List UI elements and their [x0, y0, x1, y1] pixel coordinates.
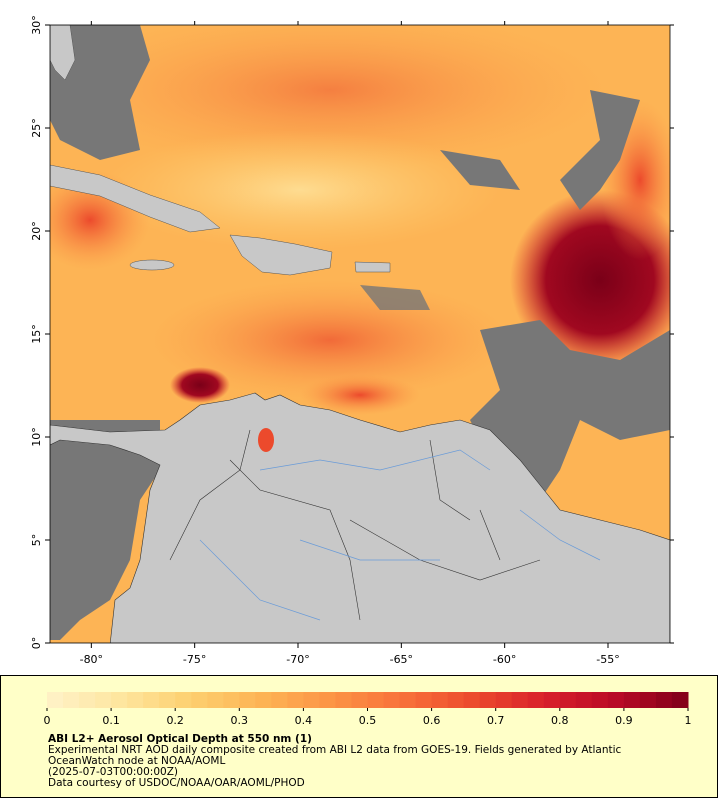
- x-tick-label: -55°: [596, 653, 619, 666]
- colorbar-bin: [655, 692, 673, 708]
- colorbar-bin: [639, 692, 657, 708]
- y-tick-label: 15°: [30, 324, 43, 344]
- y-tick-label: 25°: [30, 118, 43, 138]
- colorbar-tick-label: 0.9: [615, 714, 633, 727]
- colorbar-bin: [607, 692, 625, 708]
- colorbar-tick-label: 0.7: [487, 714, 505, 727]
- colorbar-tick-label: 0.4: [295, 714, 313, 727]
- y-tick-label: 30°: [30, 15, 43, 35]
- colorbar-bin: [543, 692, 561, 708]
- x-tick-label: -75°: [183, 653, 206, 666]
- caption-line: OceanWatch node at NOAA/AOML: [48, 755, 225, 767]
- colorbar-bin: [127, 692, 144, 708]
- colorbar-bin: [303, 692, 320, 708]
- colorbar-bin: [415, 692, 433, 708]
- colorbar-bin: [527, 692, 545, 708]
- colorbar-tick-label: 0: [44, 714, 51, 727]
- caption-title: ABI L2+ Aerosol Optical Depth at 550 nm …: [48, 733, 312, 745]
- colorbar-bin: [143, 692, 160, 708]
- caption-line: Data courtesy of USDOC/NOAA/OAR/AOML/PHO…: [48, 777, 305, 789]
- colorbar-bin: [255, 692, 272, 708]
- colorbar-bin: [335, 692, 352, 708]
- colorbar-bin: [159, 692, 176, 708]
- x-tick-label: -65°: [390, 653, 413, 666]
- colorbar-bin: [463, 692, 481, 708]
- colorbar-tick-label: 0.2: [166, 714, 184, 727]
- colorbar-bin: [447, 692, 465, 708]
- colorbar-bin: [399, 692, 417, 708]
- colorbar-bin: [559, 692, 577, 708]
- colorbar-tick-label: 1: [685, 714, 692, 727]
- colorbar-bin: [479, 692, 497, 708]
- colorbar-bin: [47, 692, 64, 708]
- colorbar-bin: [223, 692, 240, 708]
- colorbar-bin: [367, 692, 385, 708]
- x-tick-label: -70°: [286, 653, 309, 666]
- colorbar-tick-label: 0.8: [551, 714, 569, 727]
- x-tick-label: -60°: [493, 653, 516, 666]
- colorbar-tick-label: 0.6: [423, 714, 441, 727]
- y-tick-label: 5°: [30, 534, 43, 547]
- colorbar-bin: [383, 692, 401, 708]
- colorbar-bin: [575, 692, 593, 708]
- colorbar-bin: [239, 692, 256, 708]
- colorbar-bin: [111, 692, 128, 708]
- y-tick-label: 10°: [30, 427, 43, 447]
- colorbar-bin: [207, 692, 224, 708]
- colorbar-bin: [95, 692, 112, 708]
- map-field: [50, 25, 670, 643]
- colorbar-bin: [591, 692, 609, 708]
- colorbar-bin: [351, 692, 368, 708]
- colorbar-bin: [431, 692, 449, 708]
- colorbar-bin: [671, 692, 689, 708]
- colorbar-bin: [79, 692, 96, 708]
- x-tick-label: -80°: [80, 653, 103, 666]
- colorbar-bin: [63, 692, 80, 708]
- colorbar-bin: [175, 692, 192, 708]
- caption-line: Experimental NRT AOD daily composite cre…: [48, 744, 622, 756]
- colorbar-bin: [191, 692, 208, 708]
- colorbar-tick-label: 0.3: [231, 714, 249, 727]
- colorbar-bin: [511, 692, 529, 708]
- y-tick-label: 0°: [30, 637, 43, 650]
- colorbar-bin: [287, 692, 304, 708]
- colorbar-bin: [495, 692, 513, 708]
- caption-line: (2025-07-03T00:00:00Z): [48, 766, 178, 778]
- colorbar-bin: [319, 692, 336, 708]
- y-tick-label: 20°: [30, 221, 43, 241]
- colorbar-tick-label: 0.5: [359, 714, 377, 727]
- colorbar-tick-label: 0.1: [102, 714, 120, 727]
- colorbar-bin: [623, 692, 641, 708]
- colorbar-bin: [271, 692, 288, 708]
